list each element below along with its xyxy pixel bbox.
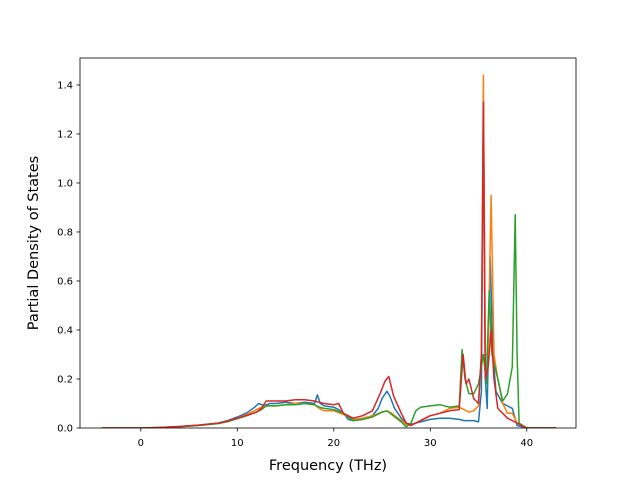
y-tick-label: 0.0: [57, 424, 73, 435]
y-tick-label: 0.2: [57, 374, 73, 385]
x-tick-label: 20: [327, 438, 340, 449]
y-axis-label: Partial Density of States: [26, 156, 42, 330]
x-tick-label: 10: [231, 438, 244, 449]
x-tick-label: 0: [138, 438, 144, 449]
x-axis-ticks: 0 10 20 30 40: [138, 428, 533, 449]
series-layer: [101, 74, 557, 428]
y-tick-label: 1.4: [57, 80, 73, 91]
plot-frame: [79, 57, 577, 429]
x-tick-label: 30: [424, 438, 437, 449]
x-tick-label: 40: [520, 438, 533, 449]
series-line-4: [101, 101, 557, 428]
x-axis-label: Frequency (THz): [269, 458, 387, 474]
series-line-1: [101, 101, 557, 428]
y-tick-label: 1.2: [57, 129, 73, 140]
y-tick-label: 1.0: [57, 178, 73, 189]
y-tick-label: 0.4: [57, 325, 73, 336]
y-tick-label: 0.8: [57, 227, 73, 238]
y-tick-label: 0.6: [57, 276, 73, 287]
y-axis-ticks: 0.0 0.2 0.4 0.6 0.8 1.0 1.2 1.4: [57, 80, 80, 435]
